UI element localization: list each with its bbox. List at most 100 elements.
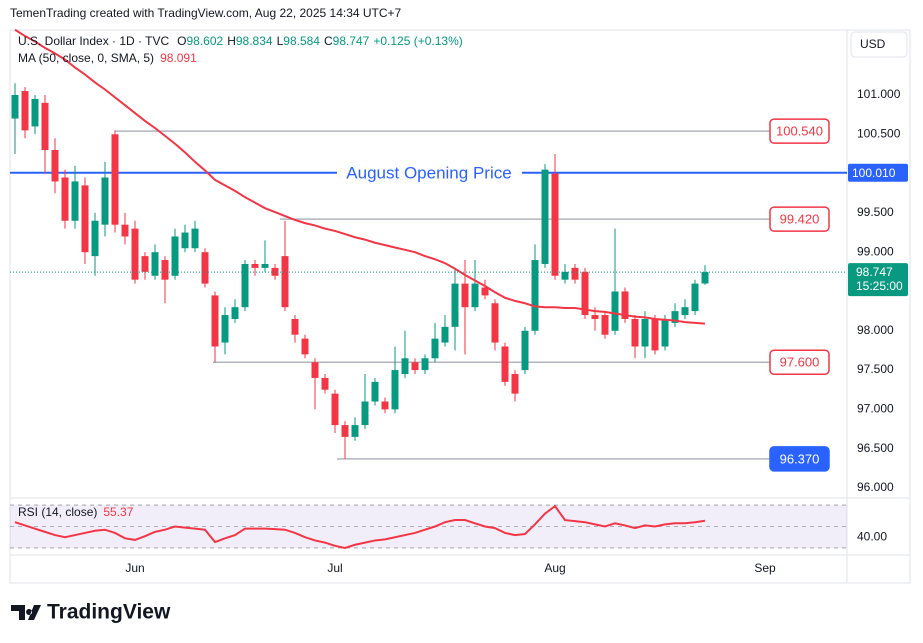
legend-value: 98.584 bbox=[283, 34, 320, 48]
legend-value: 98.747 bbox=[333, 34, 370, 48]
legend-change: +0.125 (+0.13%) bbox=[373, 34, 462, 48]
candle-body bbox=[391, 370, 399, 410]
candle-body bbox=[341, 425, 349, 437]
price-line-label: 99.420 bbox=[780, 212, 820, 227]
candle-body bbox=[121, 224, 129, 237]
candle-body bbox=[191, 228, 199, 249]
candle-body bbox=[671, 311, 679, 323]
x-tick-label: Sep bbox=[754, 561, 776, 575]
price-line-box bbox=[769, 206, 830, 232]
annotation: August Opening Price bbox=[346, 163, 511, 182]
candle-body bbox=[101, 177, 109, 225]
candle-body bbox=[21, 91, 29, 131]
currency-button[interactable] bbox=[850, 31, 908, 58]
candle-body bbox=[261, 263, 269, 268]
legend: U.S. Dollar Index · 1D · TVC O98.602 H98.8… bbox=[18, 34, 463, 48]
candle-body bbox=[381, 401, 389, 410]
y-tick-label: 97.000 bbox=[857, 402, 894, 416]
candle-body bbox=[491, 303, 499, 343]
candle-body bbox=[41, 102, 49, 151]
countdown: 15:25:00 bbox=[856, 279, 903, 293]
candle-body bbox=[11, 94, 19, 119]
current-price-box bbox=[848, 263, 908, 297]
rsi-legend: RSI (14, close) 55.37 bbox=[18, 505, 134, 519]
candle-body bbox=[651, 318, 659, 351]
y-tick-label: 101.000 bbox=[857, 87, 901, 101]
candle-body bbox=[611, 291, 619, 331]
candle-body bbox=[141, 256, 149, 272]
y-tick-label: 99.500 bbox=[857, 205, 894, 219]
opening-price-label: 100.010 bbox=[852, 166, 896, 180]
candle-body bbox=[241, 263, 249, 308]
candle-body bbox=[171, 236, 179, 276]
y-tick-label: 100.500 bbox=[857, 126, 901, 140]
candle-body bbox=[371, 381, 379, 402]
candle-body bbox=[541, 169, 549, 264]
current-price-label: 98.747 bbox=[856, 265, 893, 279]
candle-body bbox=[221, 315, 229, 343]
candle-body bbox=[301, 338, 309, 355]
legend-value: 98.602 bbox=[187, 34, 224, 48]
candle-body bbox=[451, 283, 459, 327]
candle-body bbox=[471, 283, 479, 308]
candle-body bbox=[311, 362, 319, 378]
candle-body bbox=[291, 318, 299, 335]
attribution: TemenTrading created with TradingView.co… bbox=[10, 6, 402, 20]
rsi-tick-label: 40.00 bbox=[857, 529, 887, 543]
candle-body bbox=[321, 377, 329, 390]
rsi-line bbox=[14, 504, 706, 549]
candle-body bbox=[621, 291, 629, 319]
logo bbox=[11, 605, 41, 620]
candle-body bbox=[551, 173, 559, 276]
ma-value: 98.091 bbox=[160, 51, 197, 65]
legend-value: 98.834 bbox=[236, 34, 273, 48]
candle-body bbox=[501, 346, 509, 382]
candle-body bbox=[401, 358, 409, 375]
candle-body bbox=[521, 330, 529, 371]
annotation-bg bbox=[337, 161, 522, 184]
candle-body bbox=[641, 318, 649, 347]
price-line-label: 97.600 bbox=[780, 355, 820, 370]
candle-body bbox=[661, 318, 669, 347]
candle-body bbox=[411, 362, 419, 371]
candle-body bbox=[701, 272, 709, 284]
legend-letter: L bbox=[277, 34, 284, 48]
y-tick-label: 98.000 bbox=[857, 323, 894, 337]
candle-body bbox=[441, 326, 449, 343]
y-tick-label: 96.500 bbox=[857, 441, 894, 455]
candle-body bbox=[511, 374, 519, 394]
price-line-box bbox=[769, 446, 830, 472]
price-line-label: 100.540 bbox=[776, 124, 823, 139]
candle-body bbox=[461, 283, 469, 308]
currency: USD bbox=[860, 37, 886, 51]
price-line-box bbox=[769, 349, 830, 375]
opening-price-box bbox=[848, 163, 908, 182]
candle-body bbox=[91, 220, 99, 257]
candle-body bbox=[51, 150, 59, 182]
candle-body bbox=[431, 338, 439, 359]
legend-letter: C bbox=[324, 34, 333, 48]
x-tick-label: Jul bbox=[327, 561, 342, 575]
candle-body bbox=[531, 260, 539, 331]
candle-body bbox=[161, 260, 169, 280]
candle-body bbox=[361, 401, 369, 426]
candle-body bbox=[631, 318, 639, 347]
y-tick-label: 96.000 bbox=[857, 480, 894, 494]
candle-body bbox=[271, 267, 279, 276]
legend-letter: O bbox=[177, 34, 186, 48]
candle-body bbox=[251, 263, 259, 268]
candle-body bbox=[591, 315, 599, 319]
candle-body bbox=[331, 393, 339, 426]
candle-body bbox=[681, 307, 689, 316]
candle-body bbox=[131, 228, 139, 280]
candle-body bbox=[231, 307, 239, 319]
candle-body bbox=[351, 425, 359, 437]
legend-title: U.S. Dollar Index · 1D · TVC bbox=[18, 34, 169, 48]
candle-body bbox=[601, 315, 609, 335]
candle-body bbox=[111, 134, 119, 225]
x-tick-label: Aug bbox=[544, 561, 565, 575]
candle-body bbox=[421, 358, 429, 371]
candle-body bbox=[181, 232, 189, 249]
